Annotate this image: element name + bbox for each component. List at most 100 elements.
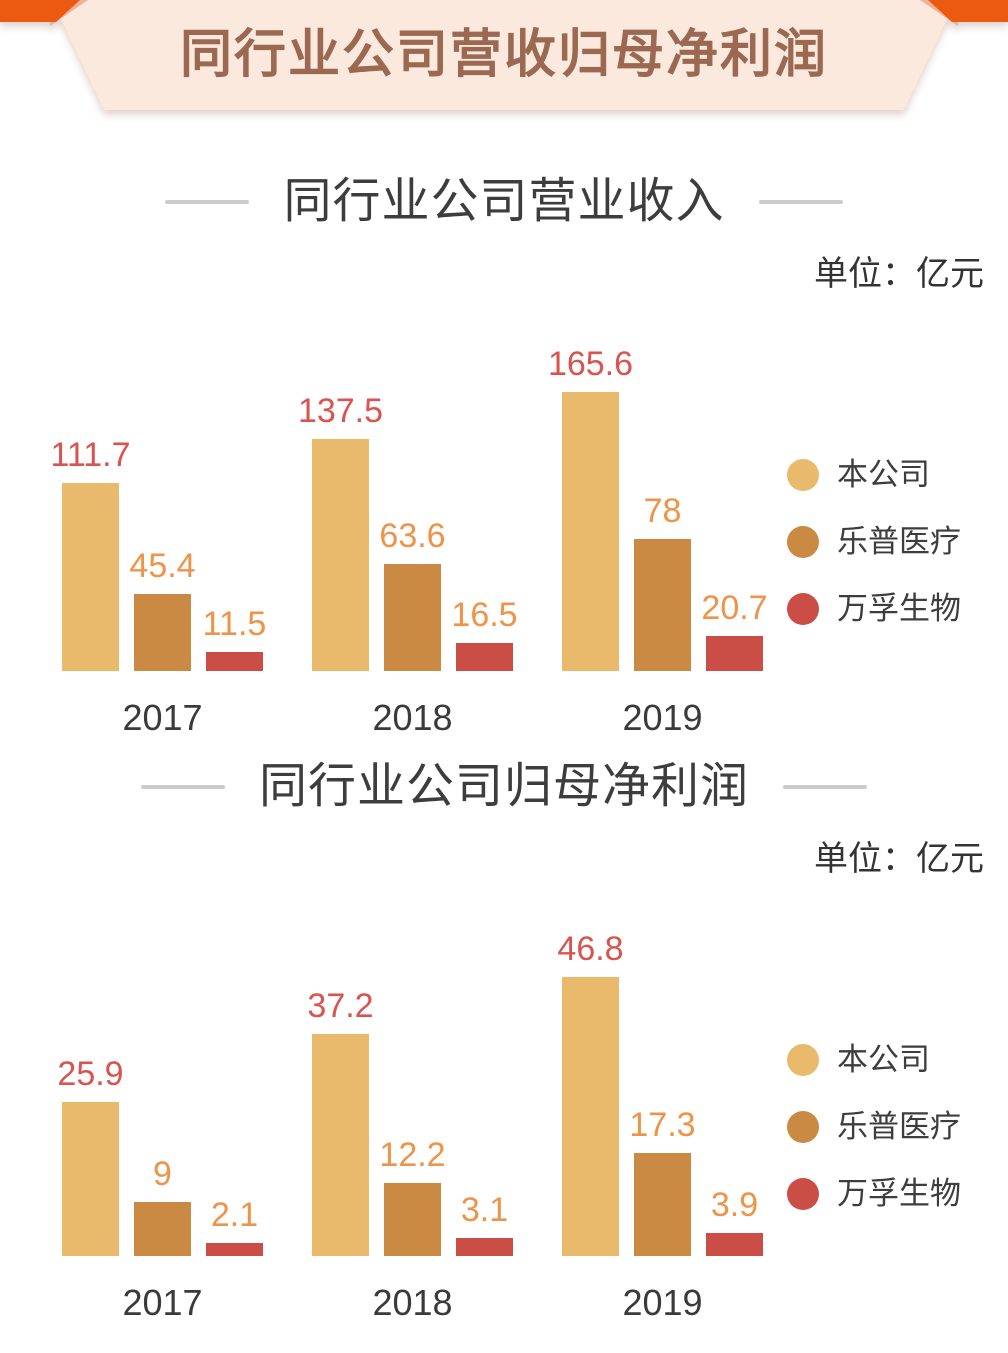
legend-swatch [787,458,819,491]
bar-column: 12.2 [379,1135,446,1256]
bar-column: 11.5 [203,604,266,671]
bar-column: 25.9 [57,1054,124,1256]
chart-title: 同行业公司归母净利润 [258,760,749,813]
legend-item: 万孚生物 [787,1176,961,1212]
bar-column: 137.5 [298,391,383,671]
bar-column: 9 [134,1154,191,1256]
legend-swatch [787,592,819,625]
title-dash-right [758,200,843,204]
bar-cluster: 165.6 78 20.7 [548,344,768,671]
bar-value-label: 12.2 [379,1136,446,1174]
bar-column: 46.8 [557,929,624,1256]
title-dash-right [783,785,867,789]
bar-value-label: 20.7 [701,589,768,627]
x-axis-label: 2017 [122,697,203,738]
bar-column: 17.3 [629,1105,696,1256]
bar-group: 137.5 63.6 16.5 2018 [298,391,518,739]
legend-label: 乐普医疗 [837,523,961,559]
legend-label: 本公司 [837,1041,930,1077]
bar-group: 111.7 45.4 11.5 2017 [50,435,266,739]
legend-item: 本公司 [787,457,961,493]
bar-value-label: 46.8 [557,930,624,968]
legend-label: 万孚生物 [837,590,961,626]
banner-ribbon-graphic [0,0,1008,110]
legend-item: 本公司 [787,1042,961,1078]
bar-column: 45.4 [129,546,196,671]
bar-column: 2.1 [206,1195,263,1256]
x-axis-label: 2017 [122,1282,203,1323]
bar [384,1183,441,1256]
x-axis-label: 2019 [622,1282,703,1323]
bar-group: 37.2 12.2 3.1 2018 [307,986,513,1324]
legend-item: 万孚生物 [787,591,961,627]
unit-label: 单位：亿元 [814,255,984,293]
chart-title: 同行业公司营业收入 [283,175,725,228]
chart-title-row: 同行业公司归母净利润 [0,757,1008,817]
bar-value-label: 63.6 [379,517,446,555]
bar [456,643,513,671]
legend-item: 乐普医疗 [787,1109,961,1145]
bar-value-label: 78 [643,492,682,530]
bar-column: 63.6 [379,516,446,671]
bar-cluster: 111.7 45.4 11.5 [50,435,266,671]
bar-column: 111.7 [50,435,131,671]
unit-label: 单位：亿元 [814,840,984,878]
bar-value-label: 3.9 [710,1186,759,1224]
bar-value-label: 165.6 [547,345,634,383]
bar [206,652,263,671]
bar-value-label: 111.7 [50,436,131,474]
bar-cluster: 37.2 12.2 3.1 [307,986,513,1256]
bar-group: 25.9 9 2.1 2017 [57,1054,263,1324]
bar-value-label: 45.4 [129,547,196,585]
banner-title: 同行业公司营收归母净利润 [179,26,828,84]
title-dash-left [140,785,225,789]
bar [634,539,691,671]
bar-plot: 25.9 9 2.1 2017 37.2 12.2 3.1 2018 46.8 17.3 3.9 20… [0,929,763,1324]
banner-plate [52,0,956,110]
bar [134,1202,191,1256]
revenue-chart-section: 同行业公司营业收入 单位：亿元 111.7 45.4 11.5 2017 137.5 63… [0,172,1008,739]
bar-column: 20.7 [701,588,768,671]
bar-group: 165.6 78 20.7 2019 [548,344,768,739]
title-dash-left [165,200,250,204]
bar-cluster: 46.8 17.3 3.9 [557,929,763,1256]
bar-value-label: 37.2 [307,987,374,1025]
legend-item: 乐普医疗 [787,524,961,560]
legend-label: 本公司 [837,456,930,492]
x-axis-label: 2018 [372,697,453,738]
bar-column: 78 [634,491,691,671]
plot-area: 25.9 9 2.1 2017 37.2 12.2 3.1 2018 46.8 17.3 3.9 20… [0,929,1008,1324]
bar-column: 3.9 [706,1185,763,1256]
bar-value-label: 3.1 [460,1191,509,1229]
bar [562,392,619,671]
bar-plot: 111.7 45.4 11.5 2017 137.5 63.6 16.5 2018 165.6 7… [0,344,768,739]
bar-column: 16.5 [451,595,518,671]
bar-value-label: 16.5 [451,596,518,634]
legend-swatch [787,1177,819,1210]
legend-swatch [787,525,819,558]
bar-column: 165.6 [548,344,633,671]
net-profit-chart-section: 同行业公司归母净利润 单位：亿元 25.9 9 2.1 2017 37.2 12.2 3.1… [0,757,1008,1324]
bar-value-label: 25.9 [57,1055,124,1093]
bar [706,636,763,671]
bar-value-label: 2.1 [210,1196,259,1234]
bar-cluster: 137.5 63.6 16.5 [298,391,518,671]
bar [206,1243,263,1256]
bar-value-label: 9 [153,1155,172,1193]
bar [456,1238,513,1256]
bar [62,483,119,671]
banner: 同行业公司营收归母净利润 [0,0,1008,130]
legend-label: 乐普医疗 [837,1108,961,1144]
bar-group: 46.8 17.3 3.9 2019 [557,929,763,1324]
x-axis-label: 2019 [622,697,703,738]
bar-cluster: 25.9 9 2.1 [57,1054,263,1256]
bar-value-label: 11.5 [202,605,267,643]
legend-swatch [787,1110,819,1143]
legend: 本公司乐普医疗万孚生物 [787,457,961,627]
legend-swatch [787,1043,819,1076]
bar [384,564,441,671]
bar [134,594,191,671]
banner-ribbon-left [0,0,80,22]
legend-label: 万孚生物 [837,1175,961,1211]
